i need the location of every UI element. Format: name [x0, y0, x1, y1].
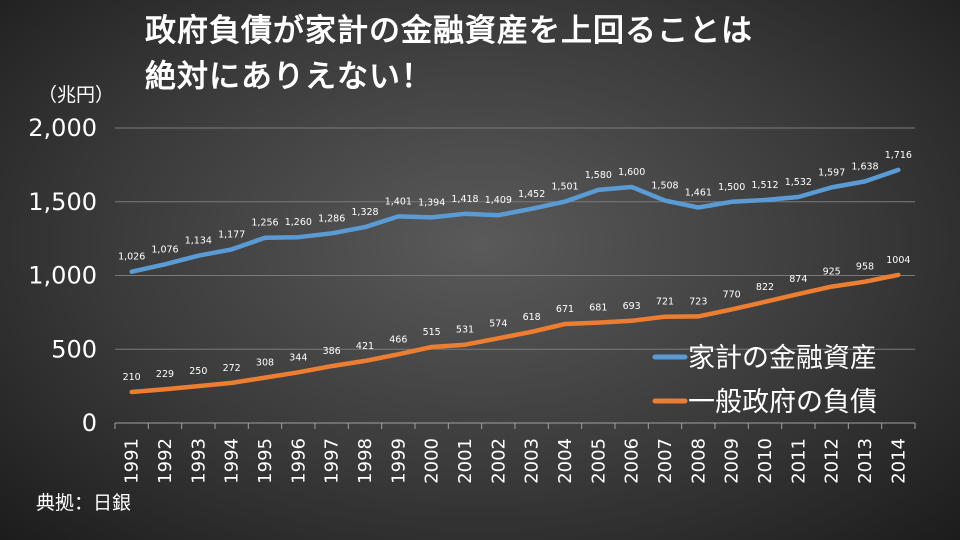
data-label: 1,580	[585, 170, 612, 181]
y-tick-label: 1,000	[28, 262, 97, 290]
data-label: 1,026	[118, 252, 145, 263]
data-label: 421	[356, 341, 374, 352]
y-tick-label: 1,500	[28, 188, 97, 216]
x-tick-label: 2004	[555, 438, 576, 484]
x-tick-label: 2002	[488, 438, 509, 484]
y-tick-label: 500	[51, 335, 97, 363]
data-label: 958	[856, 262, 874, 273]
data-label: 1,286	[318, 213, 345, 224]
data-label: 1,134	[185, 236, 212, 247]
x-tick-label: 2005	[588, 438, 609, 484]
x-tick-label: 1995	[255, 438, 276, 484]
x-tick-label: 2010	[755, 438, 776, 484]
data-label: 1,600	[618, 167, 645, 178]
x-tick-label: 2009	[722, 438, 743, 484]
data-label: 1,394	[418, 197, 445, 208]
data-label: 1,409	[485, 195, 512, 206]
x-tick-label: 2003	[522, 438, 543, 484]
data-label: 1,500	[718, 182, 745, 193]
data-label: 1,638	[851, 161, 878, 172]
data-label: 308	[256, 358, 274, 369]
x-tick-label: 2006	[622, 438, 643, 484]
data-label: 770	[723, 289, 741, 300]
data-label: 1,328	[351, 207, 378, 218]
data-label: 466	[389, 334, 407, 345]
data-label: 1,177	[218, 229, 245, 240]
y-tick-label: 2,000	[28, 114, 97, 142]
data-label: 1,512	[751, 180, 778, 191]
legend-label: 一般政府の負債	[688, 387, 877, 418]
data-label: 229	[156, 369, 174, 380]
data-label: 681	[589, 303, 607, 314]
x-tick-label: 1996	[288, 438, 309, 484]
data-label: 1,076	[151, 244, 178, 255]
data-label: 386	[323, 346, 341, 357]
x-tick-label: 1999	[388, 438, 409, 484]
x-tick-label: 1993	[188, 438, 209, 484]
chart-title-line-2: 絶対にありえない！	[145, 59, 433, 95]
data-label: 272	[223, 363, 241, 374]
data-label: 874	[789, 274, 807, 285]
y-axis-unit-label: （兆円）	[38, 84, 115, 106]
data-label: 1,597	[818, 167, 845, 178]
x-tick-label: 1994	[222, 438, 243, 484]
x-tick-label: 2007	[655, 438, 676, 484]
data-label: 1,418	[451, 194, 478, 205]
data-label: 1,256	[251, 218, 278, 229]
x-tick-label: 2013	[855, 438, 876, 484]
x-tick-label: 2012	[822, 438, 843, 484]
data-label: 1,716	[885, 150, 912, 161]
x-tick-label: 2008	[688, 438, 709, 484]
data-label: 531	[456, 325, 474, 336]
x-tick-label: 1992	[155, 438, 176, 484]
data-label: 1,461	[685, 188, 712, 199]
data-label: 344	[289, 352, 307, 363]
data-label: 250	[189, 366, 207, 377]
x-tick-label: 1991	[122, 438, 143, 484]
y-tick-label: 0	[82, 409, 97, 437]
series-line-1	[129, 272, 901, 395]
data-label: 925	[823, 267, 841, 278]
source-note: 典拠：日銀	[36, 492, 132, 514]
x-tick-label: 1998	[355, 438, 376, 484]
data-label: 1004	[886, 255, 910, 266]
chart-title: 政府負債が家計の金融資産を上回ることは 絶対にありえない！	[145, 8, 905, 100]
data-label: 1,401	[385, 196, 412, 207]
data-label: 1,532	[785, 177, 812, 188]
x-tick-label: 2001	[455, 438, 476, 484]
data-label: 693	[623, 301, 641, 312]
data-label: 618	[523, 312, 541, 323]
legend-label: 家計の金融資産	[688, 343, 877, 374]
x-tick-label: 2014	[888, 438, 909, 484]
x-tick-label: 2011	[788, 438, 809, 484]
chart-title-line-1: 政府負債が家計の金融資産を上回ることは	[145, 13, 753, 49]
x-tick-label: 2000	[422, 438, 443, 484]
data-label: 671	[556, 304, 574, 315]
data-label: 721	[656, 297, 674, 308]
data-label: 822	[756, 282, 774, 293]
series-line-0	[129, 167, 901, 274]
data-label: 1,452	[518, 189, 545, 200]
data-label: 515	[423, 327, 441, 338]
data-label: 574	[489, 318, 507, 329]
data-label: 1,501	[551, 182, 578, 193]
data-label: 1,260	[285, 217, 312, 228]
data-label: 1,508	[651, 181, 678, 192]
x-tick-label: 1997	[322, 438, 343, 484]
data-label: 723	[689, 296, 707, 307]
data-label: 210	[123, 372, 141, 383]
